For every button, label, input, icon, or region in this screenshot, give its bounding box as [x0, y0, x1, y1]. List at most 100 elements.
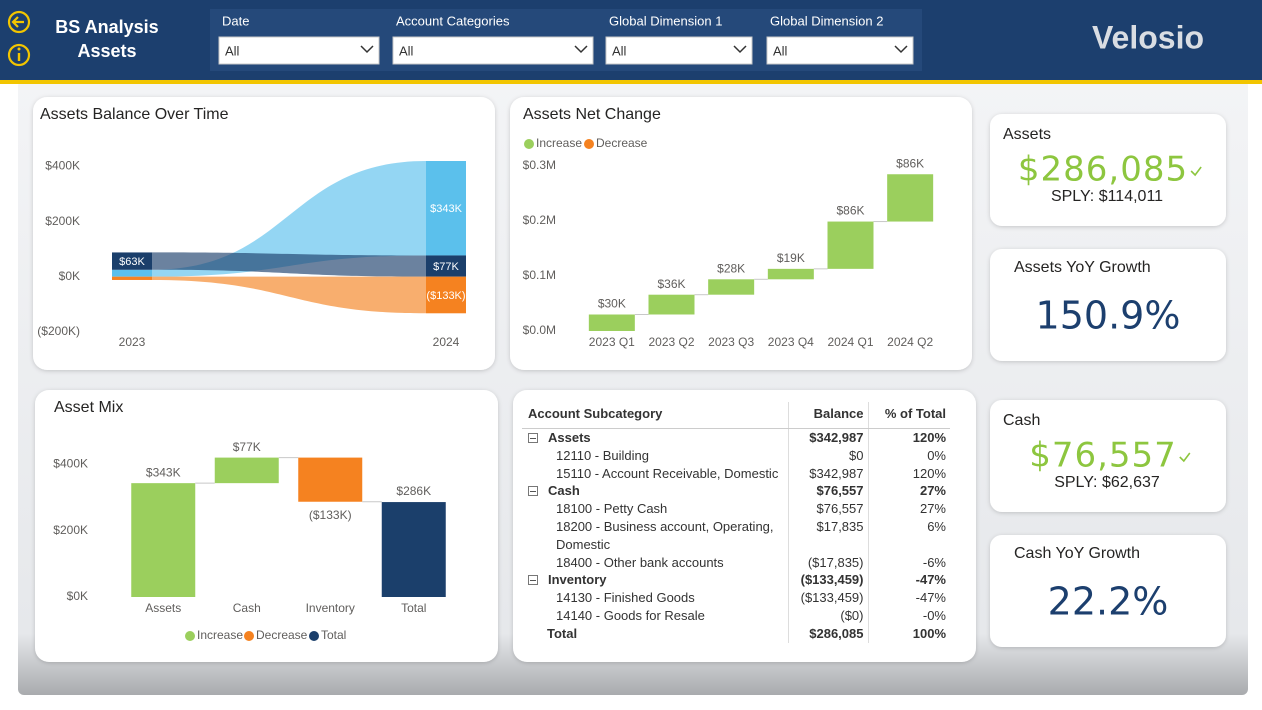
data-label: $28K [717, 261, 745, 275]
y-tick-label: $0.0M [523, 323, 556, 337]
filter-label: Account Categories [396, 13, 510, 28]
cell: 6% [867, 517, 950, 554]
collapse-icon[interactable] [528, 575, 538, 586]
card [990, 249, 1226, 361]
cell-text: 18400 - Other bank accounts [556, 554, 724, 570]
dropdown-box [605, 36, 753, 65]
collapse-icon[interactable] [528, 433, 538, 443]
filter-dropdown[interactable]: All [218, 36, 380, 65]
cell: $286,085 [787, 624, 868, 643]
table-row: 14140 - Goods for Resale ($0) -0% [522, 606, 950, 625]
data-label: $286K [396, 484, 431, 498]
cell: ($133,459) [787, 589, 868, 607]
cell: $342,987 [787, 464, 868, 483]
cell-text: 15110 - Account Receivable, Domestic [556, 465, 779, 481]
table-row: 18100 - Petty Cash $76,557 27% [522, 500, 950, 518]
cell: 18200 - Business account, Operating, Dom… [522, 518, 788, 554]
x-tick-label: Assets [145, 601, 181, 615]
card-title: Cash [1003, 412, 1040, 429]
dropdown-box [218, 36, 380, 65]
cell: ($17,835) [787, 553, 868, 572]
table-row: Cash $76,557 27% [522, 482, 950, 501]
x-tick-label: 2024 Q2 [887, 335, 933, 349]
dropdown-chevron [733, 45, 747, 54]
bar [588, 314, 635, 331]
card-title: Assets YoY Growth [1014, 259, 1151, 276]
legend-swatch [524, 139, 534, 149]
legend-label: Increase [536, 136, 582, 150]
cell: 15110 - Account Receivable, Domestic [522, 465, 788, 483]
x-tick-label: 2024 [433, 335, 460, 349]
dropdown-box [392, 36, 594, 65]
cell-text: 14140 - Goods for Resale [556, 607, 705, 623]
cell: 0% [867, 446, 950, 465]
cell: -0% [867, 606, 950, 625]
cell-text: 14130 - Finished Goods [556, 590, 695, 606]
cell: 120% [867, 428, 950, 447]
ribbon-bar [426, 255, 466, 277]
card-subtitle: SPLY: $62,637 [1054, 474, 1160, 491]
y-tick-label: $0.2M [523, 213, 556, 227]
cell: 14140 - Goods for Resale [522, 607, 788, 625]
legend-swatch [584, 139, 594, 149]
cell: 27% [867, 482, 950, 501]
filter-dropdown[interactable]: All [605, 36, 753, 65]
cell: -6% [867, 553, 950, 572]
cell: ($133,459) [787, 571, 868, 590]
y-tick-label: $0.1M [523, 268, 556, 282]
cell: Assets [522, 429, 788, 447]
x-tick-label: 2023 [119, 335, 146, 349]
cell: -47% [867, 589, 950, 607]
cell: -47% [867, 571, 950, 590]
filter-dropdown[interactable]: All [392, 36, 594, 65]
cell-text: 18200 - Business account, Operating, Dom… [556, 518, 774, 552]
filter-dropdown[interactable]: All [766, 36, 914, 65]
y-tick-label: $400K [45, 159, 80, 173]
card-subtitle: SPLY: $114,011 [1051, 188, 1163, 205]
info-button[interactable] [7, 43, 31, 67]
collapse-icon[interactable] [528, 486, 538, 497]
data-label: $77K [233, 440, 261, 454]
x-tick-label: Total [401, 601, 426, 615]
column-header: % of Total [867, 402, 950, 429]
filter-label: Global Dimension 2 [770, 13, 883, 28]
legend-swatch [185, 631, 195, 641]
table-row: 12110 - Building $0 0% [522, 446, 950, 465]
page-subtitle: Assets [77, 41, 136, 61]
legend-swatch [309, 631, 319, 641]
ribbon-bar [426, 161, 466, 256]
bar [767, 268, 814, 280]
bar [827, 221, 874, 269]
bar [708, 279, 755, 295]
cell: Inventory [522, 571, 788, 589]
cell: 12110 - Building [522, 447, 788, 465]
data-label: $77K [433, 261, 459, 273]
chart-title: Assets Balance Over Time [40, 106, 229, 123]
card-value: $76,557 [1029, 436, 1177, 476]
card [990, 114, 1226, 226]
header-stripe [0, 80, 1262, 84]
table-row: Assets $342,987 120% [522, 428, 950, 447]
cell: 14130 - Finished Goods [522, 589, 788, 607]
ribbon-bar [112, 276, 152, 280]
table-row: Inventory ($133,459) -47% [522, 571, 950, 590]
legend-label: Increase [197, 628, 243, 642]
cell: ($0) [787, 606, 868, 625]
back-button[interactable] [7, 10, 31, 34]
card-title: Assets [1003, 126, 1051, 143]
cell: Total [522, 625, 788, 643]
data-label: $30K [598, 297, 626, 311]
y-tick-label: $200K [45, 214, 80, 228]
table-row: 18200 - Business account, Operating, Dom… [522, 517, 950, 554]
y-tick-label: $400K [53, 456, 88, 470]
ribbon [152, 161, 426, 277]
data-label: $86K [836, 204, 864, 218]
y-tick-label: $200K [53, 523, 88, 537]
chart-title: Assets Net Change [523, 106, 661, 123]
cell: 27% [867, 500, 950, 518]
check-icon [1179, 452, 1191, 463]
card-value: 150.9% [1036, 294, 1181, 338]
y-tick-label: $0K [67, 589, 88, 603]
card-value: 22.2% [1048, 580, 1169, 624]
